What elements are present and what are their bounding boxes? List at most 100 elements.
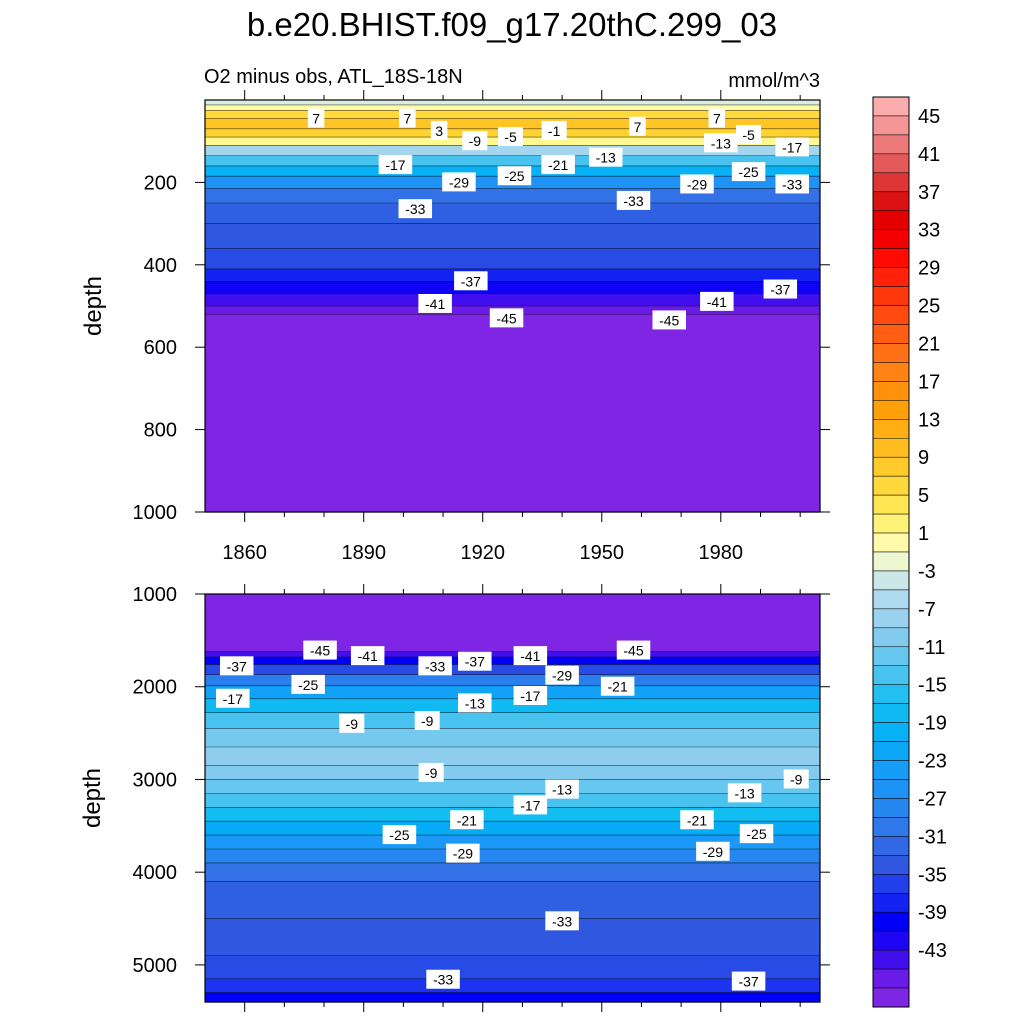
colorbar-label: 29: [918, 258, 940, 280]
contour-label-box: [430, 120, 448, 140]
colorbar-box: [872, 229, 910, 249]
lower-contour-labels: -45 -41-37 -33 -37 -41 -45-25-29-21-17 -17-13-…: [216, 640, 809, 991]
colorbar-label: 41: [918, 144, 940, 166]
upper-panel-subtitle: O2 minus obs, ATL_18S-18N: [204, 66, 463, 88]
contour-label-box: [497, 166, 532, 186]
upper-contour-labels: 7 73-9 -5 -1 77-13-5-17 -21 -13-17-29 -25 -25-29…: [307, 108, 809, 330]
figure-title: b.e20.BHIST.f09_g17.20thC.299_03: [247, 6, 777, 43]
contour-label-box: [700, 291, 734, 311]
contour-label-box: [442, 172, 476, 192]
contour-label-box: [454, 271, 488, 291]
contour-label-box: [350, 646, 385, 666]
contour-label-box: [541, 120, 567, 140]
contour-label: -1: [548, 123, 561, 139]
colorbar-box: [872, 627, 910, 648]
contour-band: [205, 918, 820, 957]
colorbar-box: [872, 949, 910, 970]
contour-label-box: [739, 824, 774, 844]
colorbar-box: [872, 305, 910, 325]
contour-band: [205, 835, 820, 850]
contour-label-box: [446, 843, 480, 863]
contour-label: -13: [465, 695, 485, 711]
contour-band: [205, 793, 820, 808]
contour-label: -33: [552, 913, 572, 929]
contour-label: -41: [425, 296, 445, 312]
contour-label: -21: [687, 812, 707, 828]
contour-label: -41: [707, 294, 727, 310]
lower-y-axis: 1000 2000 3000 4000 5000: [133, 584, 830, 977]
colorbar-label: 13: [918, 409, 940, 431]
contour-band: [205, 281, 820, 295]
contour-label-box: [545, 911, 579, 931]
colorbar-box: [872, 532, 910, 553]
contour-label: -33: [433, 972, 453, 988]
contour-band: [205, 849, 820, 864]
colorbar-label: -23: [918, 751, 947, 773]
contour-label: -13: [734, 785, 754, 801]
contour-label-box: [418, 656, 452, 676]
contour-label-box: [426, 969, 460, 989]
contour-label-box: [418, 293, 452, 313]
contour-label: 7: [634, 119, 642, 135]
colorbar-label: 25: [918, 296, 940, 318]
contour-label-box: [652, 310, 686, 330]
colorbar-label: 37: [918, 182, 940, 204]
contour-label: -37: [227, 658, 247, 674]
contour-label-box: [545, 779, 579, 799]
contour-label-box: [498, 127, 524, 147]
colorbar-box: [872, 722, 910, 742]
contour-label: -21: [457, 812, 477, 828]
colorbar-label: -19: [918, 713, 947, 735]
contour-label-box: [775, 174, 809, 194]
contour-band: [205, 110, 820, 120]
contour-label: 7: [403, 111, 411, 127]
contour-label: -45: [496, 310, 516, 326]
contour-band: [205, 765, 820, 781]
contour-band: [205, 747, 820, 767]
contour-label: -13: [596, 150, 616, 166]
colorbar-box: [872, 456, 910, 477]
upper-panel: O2 minus obs, ATL_18S-18N mmol/m^3 7 7 3 -9…: [80, 66, 830, 564]
contour-band: [205, 594, 820, 645]
contour-band: [205, 881, 820, 920]
colorbar-box: [872, 400, 910, 420]
contour-band: [205, 651, 820, 658]
contour-band: [205, 100, 820, 106]
contour-band: [205, 779, 820, 794]
contour-label: -33: [425, 658, 445, 674]
colorbar-box: [872, 570, 910, 591]
colorbar-box: [872, 513, 910, 534]
upper-panel-units: mmol/m^3: [728, 70, 820, 92]
contour-label: 7: [713, 111, 721, 127]
colorbar-box: [872, 475, 910, 496]
colorbar-box: [872, 115, 910, 136]
contour-label: -21: [548, 157, 568, 173]
contour-label-box: [399, 108, 416, 128]
contour-label: -25: [389, 827, 409, 843]
contour-label: -45: [659, 312, 679, 328]
colorbar-box: [872, 362, 910, 382]
colorbar-box: [872, 817, 910, 837]
colorbar-box: [872, 741, 910, 761]
contour-band: [205, 145, 820, 157]
colorbar-box: [872, 836, 910, 856]
contour-label: -21: [608, 679, 628, 695]
contour-label: -45: [310, 643, 330, 659]
colorbar-box: [872, 684, 910, 704]
y-tick-label: 5000: [133, 955, 178, 977]
colorbar-box: [872, 134, 910, 155]
x-tick-label: 1980: [699, 542, 744, 564]
colorbar-box: [872, 798, 910, 818]
contour-band: [205, 104, 820, 111]
x-tick-label: 1920: [460, 542, 505, 564]
contour-label-box: [680, 810, 714, 830]
contour-label-box: [307, 108, 325, 128]
contour-label: -9: [346, 716, 359, 732]
contour-label-box: [616, 190, 651, 210]
colorbar-label: -43: [918, 940, 947, 962]
contour-label-box: [291, 674, 325, 694]
y-tick-label: 800: [144, 420, 177, 442]
contour-label-box: [450, 810, 484, 830]
contour-band: [205, 118, 820, 130]
contour-label-box: [382, 825, 417, 845]
